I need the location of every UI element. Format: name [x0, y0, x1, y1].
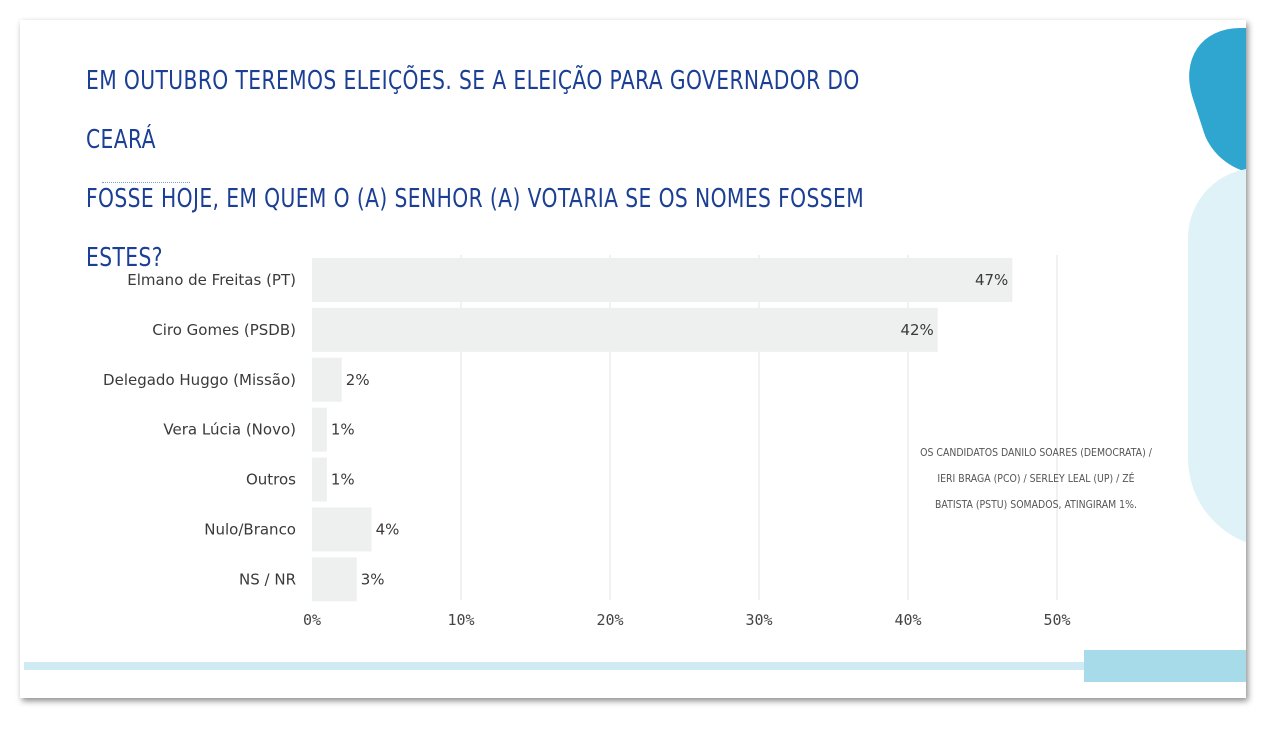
category-label: Ciro Gomes (PSDB)	[152, 321, 296, 339]
data-label: 1%	[331, 471, 355, 489]
category-label: Delegado Huggo (Missão)	[103, 371, 296, 389]
bar	[312, 507, 372, 552]
title-line-2: FOSSE HOJE, EM QUEM O (A) SENHOR (A) VOT…	[86, 184, 865, 273]
note-line-3: BATISTA (PSTU) SOMADOS, ATINGIRAM 1%.	[935, 498, 1137, 511]
bar	[312, 357, 342, 402]
data-label: 1%	[331, 421, 355, 439]
bar	[312, 257, 1013, 302]
x-tick-label: 40%	[894, 611, 921, 629]
data-label: 42%	[900, 321, 933, 339]
decorative-bottom-line	[24, 662, 1188, 670]
gridlines	[460, 255, 1058, 600]
decorative-light-shape	[1188, 168, 1246, 548]
category-label: Nulo/Branco	[204, 520, 296, 538]
labels: 0% 10% 20% 30% 40% 50% Elmano de Freitas (PT) 4…	[103, 271, 1071, 629]
category-label: Elmano de Freitas (PT)	[127, 271, 296, 289]
bar-chart: 0% 10% 20% 30% 40% 50% Elmano de Freitas (PT) 4…	[103, 255, 1071, 629]
footnote: OS CANDIDATOS DANILO SOARES (DEMOCRATA) …	[917, 440, 1155, 518]
x-tick-label: 30%	[745, 611, 772, 629]
data-label: 3%	[361, 570, 385, 588]
category-label: Vera Lúcia (Novo)	[163, 421, 296, 439]
bars	[312, 257, 1013, 602]
bar	[312, 457, 327, 502]
x-tick-label: 20%	[596, 611, 623, 629]
decorative-bottom-block	[1084, 650, 1246, 682]
x-tick-label: 10%	[447, 611, 474, 629]
slide: EM OUTUBRO TEREMOS ELEIÇÕES. SE A ELEIÇÃ…	[20, 20, 1246, 698]
chart-title: EM OUTUBRO TEREMOS ELEIÇÕES. SE A ELEIÇÃ…	[86, 52, 897, 288]
x-tick-label: 50%	[1043, 611, 1070, 629]
title-underline	[102, 182, 190, 183]
category-label: Outros	[246, 471, 296, 489]
note-line-2: IERI BRAGA (PCO) / SERLEY LEAL (UP) / ZÉ	[937, 472, 1135, 485]
title-line-1: EM OUTUBRO TEREMOS ELEIÇÕES. SE A ELEIÇÃ…	[86, 66, 860, 155]
bar	[312, 557, 357, 602]
data-label: 4%	[376, 520, 400, 538]
x-tick-label: 0%	[303, 611, 321, 629]
category-label: NS / NR	[239, 570, 296, 588]
data-label: 47%	[975, 271, 1008, 289]
note-line-1: OS CANDIDATOS DANILO SOARES (DEMOCRATA) …	[920, 446, 1152, 459]
bar	[312, 307, 938, 352]
bar	[312, 407, 327, 452]
data-label: 2%	[346, 371, 370, 389]
